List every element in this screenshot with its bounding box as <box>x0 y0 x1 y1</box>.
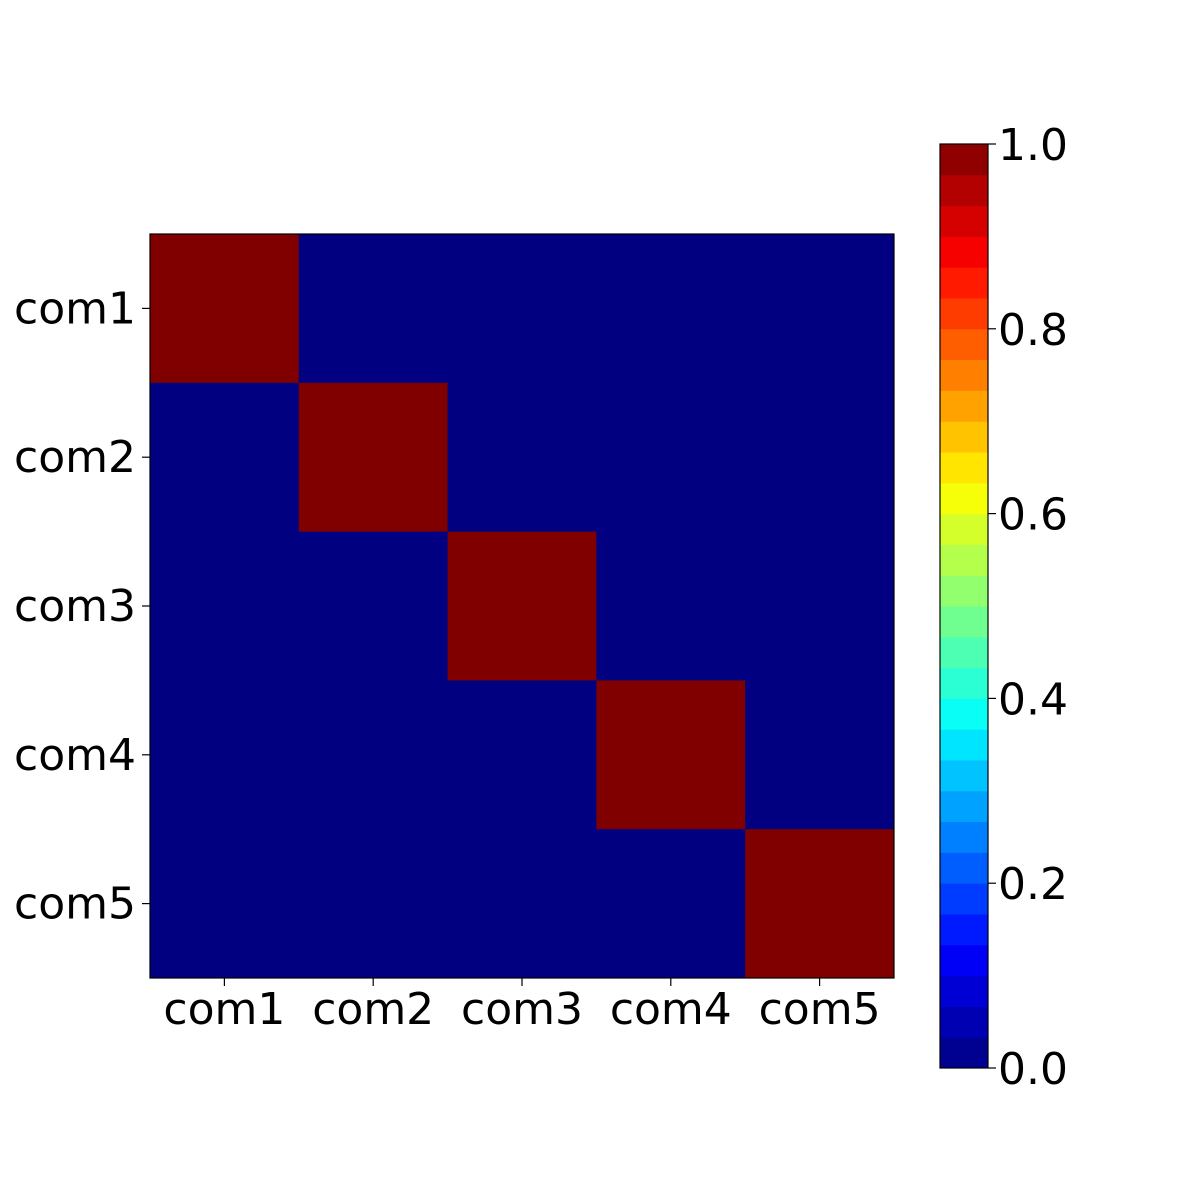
heatmap-cell-com2-com4 <box>596 383 745 532</box>
heatmap-cell-com5-com1 <box>150 829 299 978</box>
x-axis: com1 com2 com3 com4 com5 <box>163 978 880 1035</box>
heatmap-cell-com1-com4 <box>596 234 745 383</box>
heatmap-cell-com4-com4 <box>596 680 745 829</box>
colorbar-band <box>940 637 988 668</box>
heatmap-cell-com1-com5 <box>745 234 894 383</box>
colorbar-band <box>940 514 988 545</box>
colorbar-axis: 0.0 0.2 0.4 0.6 0.8 1.0 <box>988 120 1068 1095</box>
heatmap-cell-com4-com1 <box>150 680 299 829</box>
colorbar-band <box>940 575 988 606</box>
y-tick-label: com2 <box>14 432 136 483</box>
heatmap-cell-com4-com2 <box>299 680 448 829</box>
colorbar-tick-label: 0.2 <box>998 859 1068 910</box>
colorbar-band <box>940 606 988 637</box>
y-tick-label: com3 <box>14 581 136 632</box>
colorbar-band <box>940 329 988 360</box>
heatmap-cell-com3-com2 <box>299 532 448 681</box>
heatmap-cell-com3-com5 <box>745 532 894 681</box>
heatmap-cell-com3-com3 <box>448 532 597 681</box>
heatmap-cell-com5-com5 <box>745 829 894 978</box>
colorbar-band <box>940 1006 988 1037</box>
heatmap-cell-com4-com5 <box>745 680 894 829</box>
heatmap-cell-com2-com5 <box>745 383 894 532</box>
heatmap-cell-com5-com3 <box>448 829 597 978</box>
colorbar-tick-label: 0.6 <box>998 490 1068 541</box>
y-axis: com1 com2 com3 com4 com5 <box>14 283 150 929</box>
colorbar-band <box>940 144 988 175</box>
heatmap-cell-com4-com3 <box>448 680 597 829</box>
colorbar-tick-label: 0.8 <box>998 305 1068 356</box>
colorbar-band <box>940 822 988 853</box>
x-tick-label: com4 <box>610 984 732 1035</box>
colorbar-tick-label: 1.0 <box>998 120 1068 171</box>
y-tick-label: com4 <box>14 730 136 781</box>
colorbar-band <box>940 791 988 822</box>
colorbar-band <box>940 544 988 575</box>
colorbar-band <box>940 1037 988 1068</box>
heatmap-cell-com3-com4 <box>596 532 745 681</box>
heatmap-cells <box>150 234 895 979</box>
heatmap-cell-com1-com3 <box>448 234 597 383</box>
heatmap-cell-com5-com2 <box>299 829 448 978</box>
colorbar-band <box>940 729 988 760</box>
heatmap-cell-com1-com1 <box>150 234 299 383</box>
colorbar-band <box>940 914 988 945</box>
colorbar-band <box>940 236 988 267</box>
colorbar-tick-label: 0.0 <box>998 1044 1068 1095</box>
colorbar-band <box>940 206 988 237</box>
colorbar-band <box>940 267 988 298</box>
x-tick-label: com5 <box>759 984 881 1035</box>
colorbar-band <box>940 668 988 699</box>
colorbar <box>940 144 988 1069</box>
colorbar-band <box>940 760 988 791</box>
colorbar-band <box>940 976 988 1007</box>
heatmap-cell-com2-com1 <box>150 383 299 532</box>
colorbar-band <box>940 360 988 391</box>
colorbar-band <box>940 945 988 976</box>
heatmap-cell-com1-com2 <box>299 234 448 383</box>
colorbar-tick-label: 0.4 <box>998 674 1068 725</box>
heatmap-cell-com2-com2 <box>299 383 448 532</box>
heatmap-cell-com5-com4 <box>596 829 745 978</box>
colorbar-band <box>940 698 988 729</box>
colorbar-band <box>940 390 988 421</box>
colorbar-band <box>940 852 988 883</box>
colorbar-band <box>940 483 988 514</box>
heatmap-cell-com3-com1 <box>150 532 299 681</box>
x-tick-label: com2 <box>312 984 434 1035</box>
y-tick-label: com1 <box>14 283 136 334</box>
colorbar-band <box>940 452 988 483</box>
colorbar-band <box>940 883 988 914</box>
heatmap-cell-com2-com3 <box>448 383 597 532</box>
colorbar-band <box>940 421 988 452</box>
y-tick-label: com5 <box>14 879 136 930</box>
x-tick-label: com1 <box>163 984 285 1035</box>
colorbar-band <box>940 298 988 329</box>
x-tick-label: com3 <box>461 984 583 1035</box>
colorbar-band <box>940 175 988 206</box>
